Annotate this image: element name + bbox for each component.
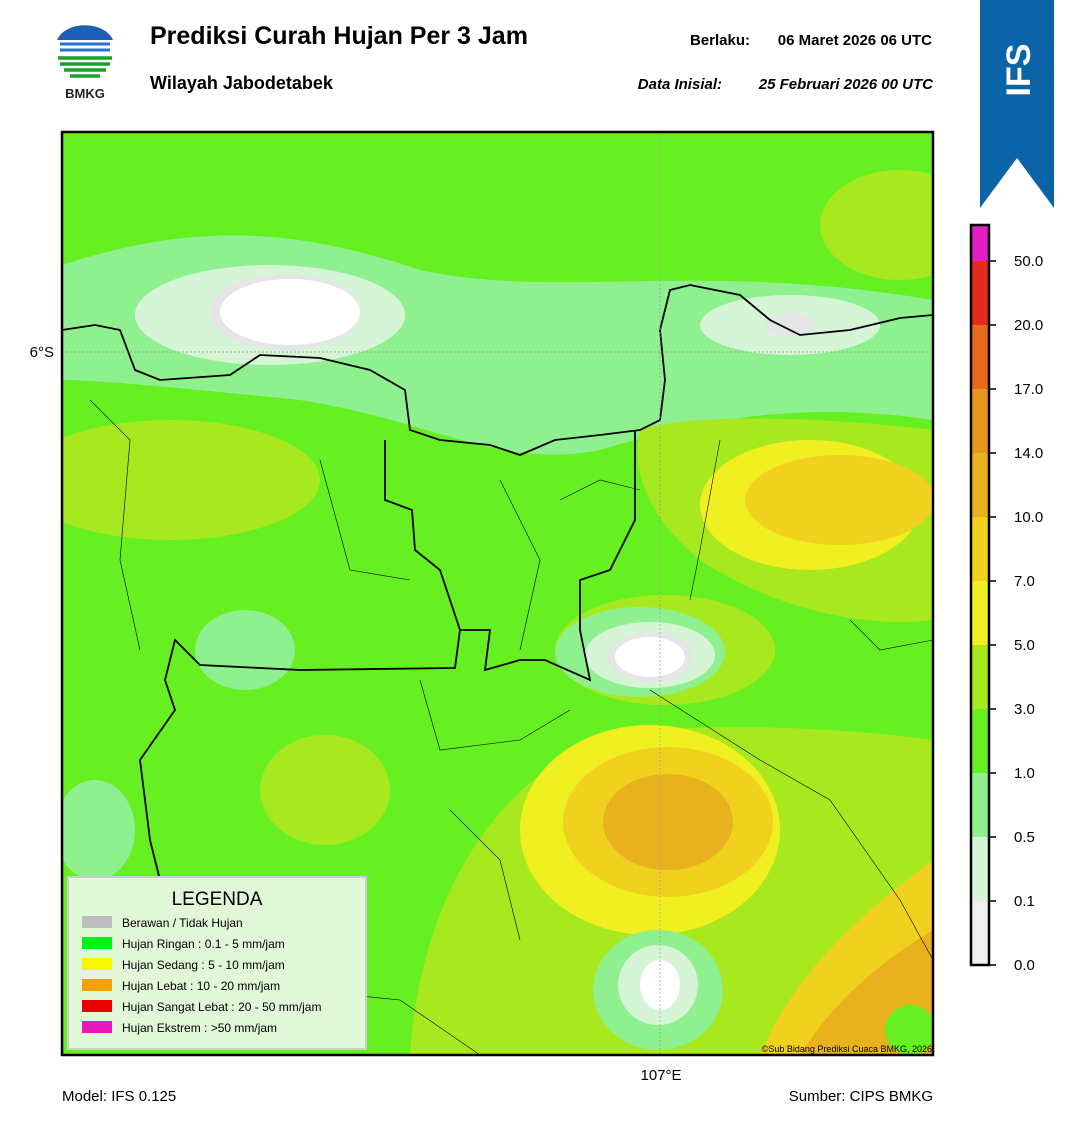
- map-frame: [60, 130, 935, 1057]
- colorbar-label: 3.0: [1014, 701, 1035, 718]
- colorbar-segment: [971, 261, 989, 325]
- title: Prediksi Curah Hujan Per 3 Jam: [150, 22, 528, 50]
- legend-label: Hujan Ekstrem : >50 mm/jam: [122, 1021, 277, 1035]
- colorbar-label: 0.1: [1014, 893, 1035, 910]
- lon-label: 107°E: [640, 1067, 681, 1084]
- colorbar-label: 50.0: [1014, 253, 1043, 270]
- colorbar-label: 10.0: [1014, 509, 1043, 526]
- legend-swatch: [82, 1021, 112, 1033]
- colorbar-segment: [971, 645, 989, 709]
- colorbar-label: 20.0: [1014, 317, 1043, 334]
- legend-swatch: [82, 958, 112, 970]
- colorbar-label: 17.0: [1014, 381, 1043, 398]
- colorbar-segment: [971, 225, 989, 261]
- colorbar-label: 0.5: [1014, 829, 1035, 846]
- legend-label: Hujan Ringan : 0.1 - 5 mm/jam: [122, 937, 285, 951]
- colorbar-label: 7.0: [1014, 573, 1035, 590]
- credit: ©Sub Bidang Prediksi Cuaca BMKG, 2026: [762, 1044, 932, 1054]
- lat-label: 6°S: [30, 344, 54, 361]
- colorbar-segment: [971, 773, 989, 837]
- legend-swatch: [82, 1000, 112, 1012]
- legend-label: Hujan Sangat Lebat : 20 - 50 mm/jam: [122, 1000, 321, 1014]
- model: Model: IFS 0.125: [62, 1088, 176, 1105]
- colorbar-label: 1.0: [1014, 765, 1035, 782]
- legend: LEGENDA Berawan / Tidak Hujan Hujan Ringa…: [67, 876, 367, 1050]
- colorbar-segment: [971, 837, 989, 901]
- legend-label: Hujan Sedang : 5 - 10 mm/jam: [122, 958, 285, 972]
- colorbar-segment: [971, 325, 989, 389]
- legend-title: LEGENDA: [172, 889, 263, 910]
- colorbar-segment: [971, 709, 989, 773]
- subtitle: Wilayah Jabodetabek: [150, 73, 334, 93]
- colorbar-frame: [969, 223, 991, 967]
- colorbar: 0.0 0.1 0.5 1.0 3.0 5.0 7.0 10.0 14.0 17.0 20.0 50.…: [969, 223, 1043, 974]
- legend-label: Berawan / Tidak Hujan: [122, 916, 243, 930]
- legend-label: Hujan Lebat : 10 - 20 mm/jam: [122, 979, 280, 993]
- logo-text: BMKG: [65, 86, 105, 101]
- colorbar-segment: [971, 901, 989, 965]
- valid-value: 06 Maret 2026 06 UTC: [778, 32, 932, 49]
- colorbar-label: 0.0: [1014, 957, 1035, 974]
- source: Sumber: CIPS BMKG: [789, 1088, 933, 1105]
- logo: BMKG: [57, 25, 113, 101]
- init-label: Data Inisial:: [638, 76, 722, 93]
- colorbar-segment: [971, 581, 989, 645]
- colorbar-segment: [971, 389, 989, 453]
- map: ©Sub Bidang Prediksi Cuaca BMKG, 2026: [62, 132, 933, 1055]
- legend-swatch: [82, 937, 112, 949]
- colorbar-label: 5.0: [1014, 637, 1035, 654]
- colorbar-label: 14.0: [1014, 445, 1043, 462]
- legend-swatch: [82, 979, 112, 991]
- badge: [980, 0, 1054, 208]
- legend-swatch: [82, 916, 112, 928]
- colorbar-segment: [971, 517, 989, 581]
- colorbar-segment: [971, 453, 989, 517]
- badge-text: IFS: [1000, 44, 1038, 97]
- valid-label: Berlaku:: [690, 32, 750, 49]
- init-value: 25 Februari 2026 00 UTC: [758, 76, 934, 93]
